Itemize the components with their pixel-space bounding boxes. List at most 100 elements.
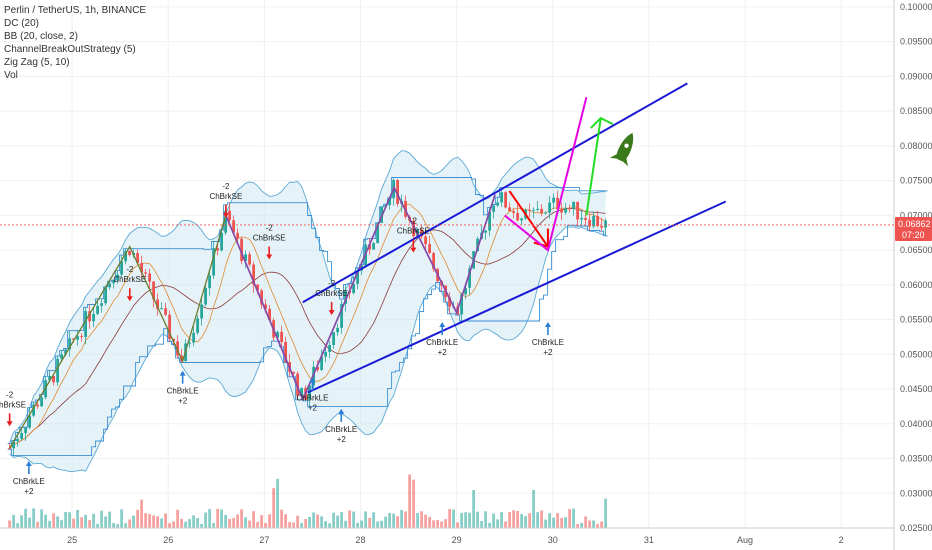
volume-bar	[400, 509, 404, 528]
candle-body	[320, 356, 324, 370]
candle-body	[212, 248, 216, 276]
volume-bar	[120, 509, 124, 528]
candle-body	[484, 230, 488, 233]
candle-body	[580, 217, 584, 220]
candle-body	[84, 311, 88, 337]
candle-body	[148, 273, 152, 282]
rocket-fins	[609, 153, 628, 167]
volume-bar	[332, 512, 336, 528]
candle-body	[292, 371, 296, 374]
volume-bar	[588, 520, 592, 528]
candle-body	[564, 208, 568, 213]
volume-bar	[140, 499, 144, 528]
volume-bar	[160, 518, 164, 528]
volume-bar	[280, 509, 284, 528]
volume-bar	[556, 512, 560, 528]
volume-bar	[312, 512, 316, 528]
indicator-dc[interactable]: DC (20)	[4, 18, 40, 29]
volume-bar	[500, 512, 504, 528]
y-tick-label: 0.05000	[900, 349, 932, 359]
candle-body	[76, 336, 80, 340]
candle-body	[352, 283, 356, 294]
volume-bar	[16, 523, 20, 528]
volume-bar	[512, 510, 516, 528]
volume-bar	[248, 520, 252, 528]
candle-body	[196, 318, 200, 333]
volume-bar	[316, 514, 320, 528]
signal-qty: +2	[308, 404, 318, 413]
channel-trendline	[307, 200, 727, 394]
candle-body	[496, 202, 500, 206]
volume-bar	[524, 516, 528, 528]
volume-bar	[480, 520, 484, 528]
volume-bar	[380, 520, 384, 528]
volume-bar	[424, 514, 428, 528]
volume-bar	[352, 511, 356, 528]
volume-bar	[184, 521, 188, 528]
candle-body	[536, 208, 540, 210]
volume-bar	[168, 523, 172, 528]
volume-bar	[196, 518, 200, 528]
signal-label: ChBrkSE	[209, 192, 242, 201]
bollinger-band-fill	[9, 150, 606, 472]
candle-body	[428, 244, 432, 254]
indicator-vol[interactable]: Vol	[4, 70, 18, 81]
volume-bar	[188, 519, 192, 528]
candle-body	[64, 349, 68, 355]
volume-bar	[444, 519, 448, 528]
volume-bar	[288, 522, 292, 528]
candle-body	[448, 297, 452, 307]
candle-body	[232, 220, 236, 233]
volume-bar	[148, 514, 152, 528]
volume-bar	[472, 490, 476, 528]
volume-bar	[328, 523, 332, 528]
zigzag-line	[9, 185, 496, 449]
y-tick-label: 0.09500	[900, 37, 932, 47]
candle-body	[40, 397, 44, 407]
channel-trendline	[302, 82, 688, 304]
volume-bar	[592, 520, 596, 528]
x-tick-label: 29	[452, 535, 462, 545]
indicator-bb[interactable]: BB (20, close, 2)	[4, 31, 78, 42]
candle-body	[136, 253, 140, 264]
indicator-strategy[interactable]: ChannelBreakOutStrategy (5)	[4, 44, 136, 55]
indicator-zigzag[interactable]: Zig Zag (5, 10)	[4, 57, 70, 68]
candle-body	[276, 331, 280, 338]
volume-bar	[88, 520, 92, 528]
candle-body	[544, 212, 548, 214]
volume-bar	[208, 509, 212, 528]
volume-bar	[492, 513, 496, 528]
long-arrow-head	[179, 370, 186, 376]
candle-body	[72, 338, 76, 340]
candle-body	[28, 415, 32, 428]
candle-body	[332, 332, 336, 345]
volume-bar	[368, 517, 372, 528]
volume-bar	[56, 516, 60, 528]
volume-bar	[268, 514, 272, 528]
volume-bar	[132, 515, 136, 528]
volume-bar	[296, 515, 300, 528]
volume-bar	[204, 512, 208, 528]
volume-bar	[544, 519, 548, 528]
volume-bar	[416, 512, 420, 528]
y-tick-label: 0.05500	[900, 315, 932, 325]
volume-bar	[76, 509, 80, 528]
volume-bar	[12, 514, 16, 528]
candle-body	[200, 304, 204, 319]
volume-bar	[228, 518, 232, 528]
volume-bar	[44, 514, 48, 528]
candle-body	[372, 243, 376, 250]
volume-bar	[432, 520, 436, 528]
magenta-forecast-path	[504, 97, 588, 252]
long-arrow-head	[544, 322, 551, 328]
volume-bar	[372, 512, 376, 528]
volume-bar	[548, 513, 552, 528]
volume-bar	[156, 516, 160, 528]
volume-bar	[376, 521, 380, 528]
signal-qty: +2	[438, 348, 448, 357]
candle-body	[376, 222, 380, 244]
volume-bar	[572, 508, 576, 528]
volume-bar	[144, 513, 148, 528]
signal-qty: -2	[266, 224, 274, 233]
